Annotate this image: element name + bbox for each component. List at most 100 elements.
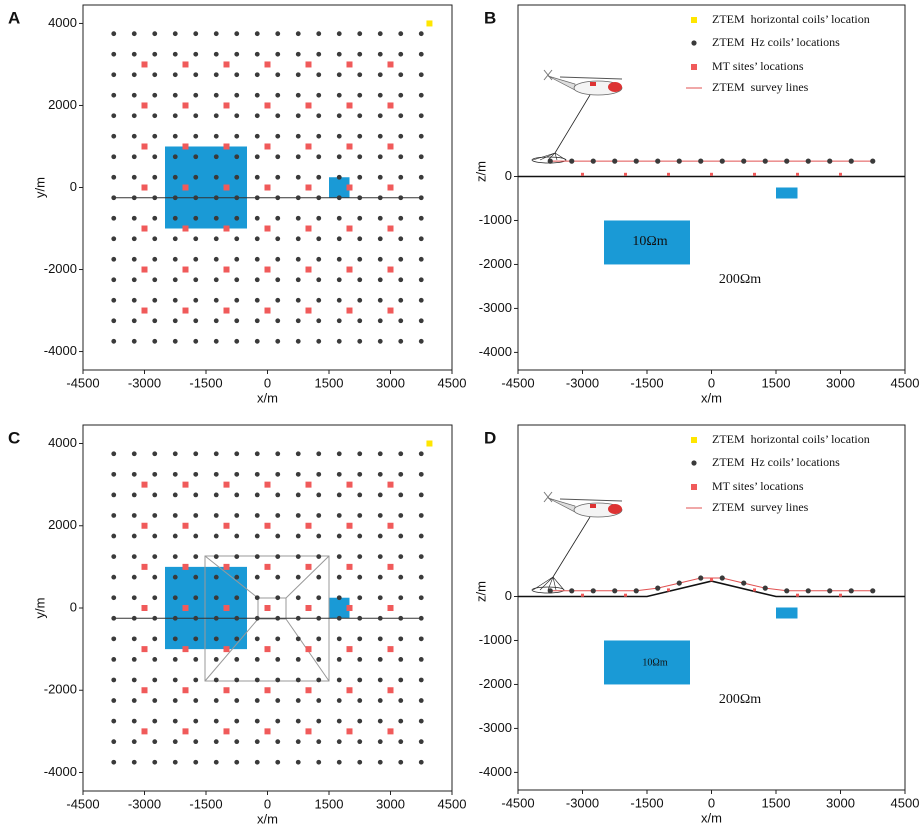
hz-coil	[193, 636, 199, 642]
resistivity-body	[329, 177, 350, 198]
hz-coil	[398, 236, 404, 242]
hz-coil	[213, 533, 219, 539]
hz-coil	[193, 677, 199, 683]
hz-coil	[418, 698, 424, 703]
hz-coil	[254, 51, 260, 57]
hz-coil	[590, 158, 596, 164]
mt-site	[223, 728, 230, 735]
hz-coil	[172, 636, 178, 642]
hz-coil	[152, 759, 158, 765]
hz-coil	[418, 533, 424, 539]
hz-coil	[870, 588, 876, 594]
hz-coil	[254, 236, 260, 242]
mt-site	[346, 184, 353, 191]
mt-site	[387, 481, 394, 488]
hz-coil	[316, 554, 322, 559]
hz-coil	[316, 318, 322, 324]
hz-coil	[275, 297, 281, 303]
mt-site	[223, 266, 230, 273]
hz-coil	[275, 471, 281, 477]
hz-coil	[213, 698, 219, 703]
x-tick-label: 3000	[826, 795, 855, 810]
hz-coil	[213, 256, 219, 262]
hz-coil	[316, 739, 322, 745]
horizontal-coil	[426, 440, 433, 447]
hz-coil	[275, 92, 281, 98]
hz-coil	[377, 154, 383, 160]
resistivity-label: 10Ωm	[642, 657, 667, 668]
hz-coil	[131, 492, 137, 498]
hz-coil	[111, 256, 117, 262]
hz-coil	[295, 277, 301, 283]
hz-coil	[111, 615, 117, 621]
hz-coil	[418, 297, 424, 303]
mt-site	[141, 481, 148, 488]
mt-site	[264, 266, 271, 273]
hz-coil	[172, 277, 178, 283]
hz-coil	[398, 718, 404, 724]
hz-coil	[152, 657, 158, 662]
mt-site	[305, 143, 312, 150]
y-tick-label: -3000	[479, 300, 512, 315]
hz-coil	[254, 113, 260, 119]
hz-coil	[254, 574, 260, 580]
hz-coil	[152, 92, 158, 98]
hz-coil	[213, 318, 219, 324]
hz-coil	[357, 513, 363, 518]
mt-site	[624, 593, 627, 597]
hz-coil	[254, 636, 260, 642]
hz-coil	[295, 513, 301, 518]
hz-coil	[234, 92, 240, 98]
mt-site	[387, 266, 394, 273]
hz-coil	[234, 554, 240, 559]
hz-coil	[590, 588, 596, 594]
mt-site	[264, 605, 271, 611]
hz-coil	[213, 574, 219, 580]
mt-site	[346, 687, 353, 694]
y-tick-label: -3000	[479, 720, 512, 735]
mt-site	[141, 102, 148, 109]
hz-coil	[172, 698, 178, 703]
hz-coil	[152, 677, 158, 683]
x-tick-label: -4500	[66, 796, 99, 811]
y-tick-label: -1000	[479, 632, 512, 647]
hz-coil	[234, 338, 240, 344]
mt-site	[223, 61, 230, 68]
hz-coil	[336, 277, 342, 283]
hz-coil	[193, 297, 199, 303]
hz-coil	[111, 236, 117, 242]
hz-coil	[357, 471, 363, 477]
hz-coil	[827, 588, 833, 594]
hz-coil	[357, 195, 363, 201]
hz-coil	[295, 297, 301, 303]
hz-coil	[316, 574, 322, 580]
legend-label: ZTEM horizontal coils’ location	[712, 12, 870, 26]
legend-label: MT sites’ locations	[712, 59, 804, 73]
hz-coil	[152, 113, 158, 119]
hz-coil	[377, 256, 383, 262]
hz-coil	[633, 158, 639, 164]
hz-coil	[676, 158, 682, 164]
hz-coil	[336, 72, 342, 78]
hz-coil	[131, 277, 137, 283]
hz-coil	[172, 31, 178, 37]
hz-coil	[698, 158, 704, 164]
hz-coil	[111, 154, 117, 160]
x-tick-label: -1500	[630, 375, 663, 390]
hz-coil	[377, 492, 383, 498]
hz-coil	[254, 677, 260, 683]
hz-coil	[254, 215, 260, 221]
hz-coil	[213, 72, 219, 78]
hz-coil	[377, 215, 383, 221]
hz-coil	[234, 718, 240, 724]
hz-coil	[377, 195, 383, 201]
hz-coil	[111, 677, 117, 683]
hz-coil	[762, 158, 768, 164]
hz-coil	[336, 133, 342, 139]
y-tick-label: 0	[70, 179, 77, 194]
hz-coil	[111, 174, 117, 180]
hz-coil	[295, 215, 301, 221]
hz-coil	[316, 338, 322, 344]
hz-coil	[234, 698, 240, 703]
hz-coil	[398, 698, 404, 703]
